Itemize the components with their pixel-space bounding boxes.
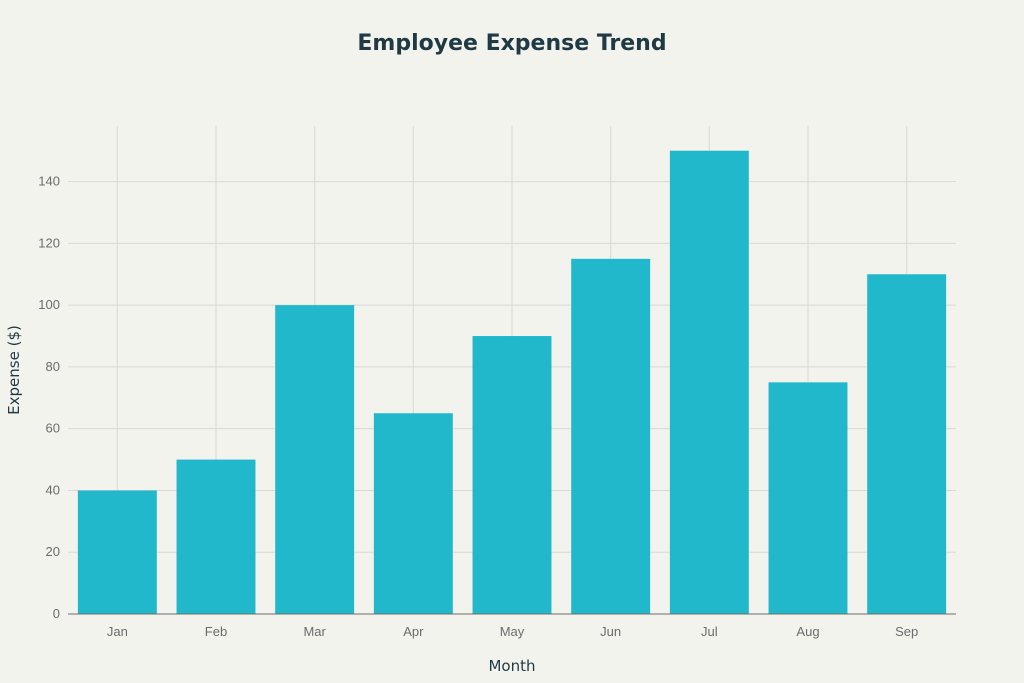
- bar-may: [472, 336, 552, 614]
- x-tick-label: Jun: [600, 624, 621, 639]
- y-tick-label: 80: [46, 359, 60, 374]
- x-tick-label: Feb: [205, 624, 227, 639]
- x-tick-label: Apr: [403, 624, 424, 639]
- y-tick-label: 60: [46, 421, 60, 436]
- bar-jan: [77, 490, 157, 614]
- y-tick-label: 140: [38, 174, 60, 189]
- bar-apr: [373, 413, 453, 614]
- x-tick-label: Mar: [303, 624, 326, 639]
- x-axis-title: Month: [488, 657, 535, 675]
- bar-jun: [571, 258, 651, 614]
- x-tick-label: Sep: [895, 624, 918, 639]
- bar-layer: [77, 150, 947, 614]
- bar-sep: [867, 274, 947, 614]
- y-axis-title: Expense ($): [5, 325, 23, 415]
- x-tick-label: Jan: [107, 624, 128, 639]
- bar-feb: [176, 459, 256, 614]
- x-tick-label: Aug: [796, 624, 819, 639]
- bar-mar: [275, 305, 355, 614]
- y-tick-label: 40: [46, 482, 60, 497]
- y-tick-label: 120: [38, 235, 60, 250]
- bar-aug: [768, 382, 848, 614]
- x-tick-label: Jul: [701, 624, 718, 639]
- label-layer: 0 20 40 60 80 100 120 140 Jan Feb Mar Apr May Jun Jul A…: [38, 174, 918, 639]
- chart-title: Employee Expense Trend: [357, 31, 666, 56]
- x-tick-label: May: [500, 624, 525, 639]
- y-tick-label: 0: [53, 606, 60, 621]
- y-tick-label: 100: [38, 297, 60, 312]
- bar-jul: [669, 150, 749, 614]
- y-tick-label: 20: [46, 544, 60, 559]
